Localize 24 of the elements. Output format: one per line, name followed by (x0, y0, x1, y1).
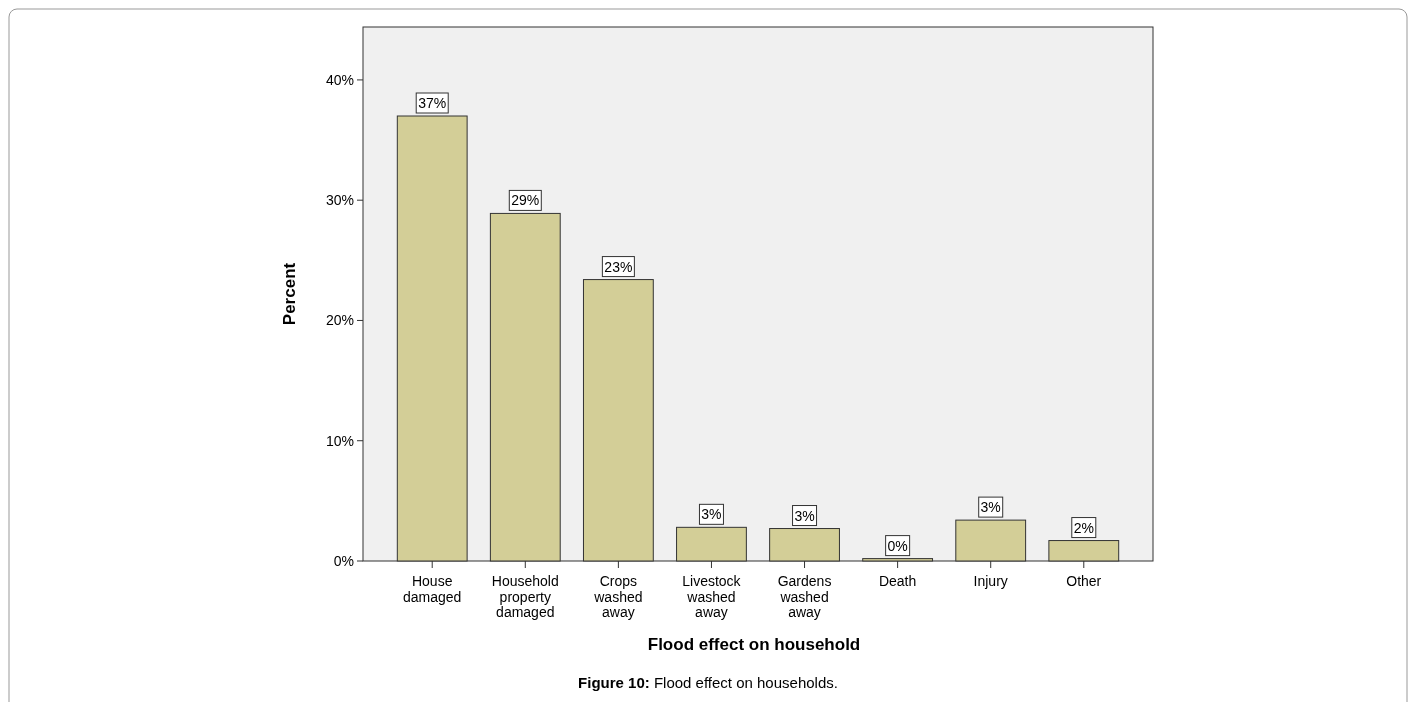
x-tick-label: Livestock washed away (682, 573, 742, 620)
data-label: 0% (887, 537, 908, 554)
x-tick-label: Gardens washed away (777, 573, 832, 620)
x-tick-label: House damaged (403, 573, 462, 605)
y-axis-title: Percent (280, 262, 299, 326)
x-tick-label: Crops washed away (593, 573, 643, 620)
y-tick-label: 0% (333, 553, 354, 569)
data-label: 3% (701, 506, 722, 523)
data-label: 23% (604, 258, 633, 275)
y-tick-label: 30% (325, 192, 354, 209)
data-label: 29% (511, 192, 540, 209)
y-tick-label: 20% (325, 312, 354, 329)
x-axis-title: Flood effect on household (647, 635, 861, 654)
y-tick-label: 10% (325, 432, 354, 449)
x-tick-label: Injury (973, 573, 1008, 589)
data-label: 3% (980, 499, 1001, 516)
caption: Figure 10: Flood effect on households. (578, 674, 838, 691)
data-label: 3% (794, 507, 815, 524)
data-label: 2% (1073, 519, 1094, 536)
x-tick-label: Death (878, 573, 917, 589)
y-tick-label: 40% (325, 71, 354, 88)
data-label: 37% (418, 95, 447, 111)
x-tick-label: Other (1066, 573, 1102, 589)
x-tick-label: Household property damaged (491, 573, 559, 620)
